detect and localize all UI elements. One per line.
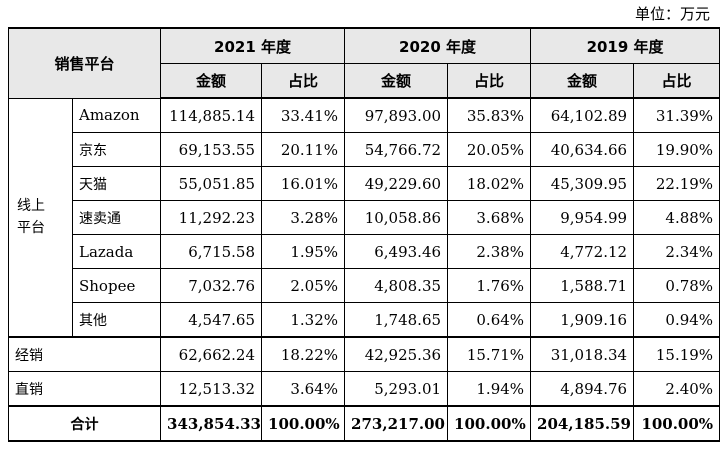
ratio-cell: 100.00% <box>633 405 721 442</box>
header-ratio: 占比 <box>261 63 346 99</box>
amount-cell: 40,634.66 <box>530 132 635 167</box>
amount-cell: 1,588.71 <box>530 268 635 303</box>
amount-cell: 6,715.58 <box>160 234 263 269</box>
amount-cell: 55,051.85 <box>160 166 263 201</box>
table-row: 其他 4,547.65 1.32% 1,748.65 0.64% 1,909.16 0.94… <box>9 302 721 338</box>
group-label-line2: 平台 <box>17 220 45 237</box>
amount-cell: 97,893.00 <box>344 97 449 133</box>
online-platform-group: 线上 平台 <box>8 97 73 338</box>
amount-cell: 62,662.24 <box>160 336 263 372</box>
amount-cell: 4,808.35 <box>344 268 449 303</box>
amount-cell: 1,748.65 <box>344 302 449 338</box>
channel-name: 直销 <box>7 371 162 407</box>
table-row: 经销 62,662.24 18.22% 42,925.36 15.71% 31,018.3… <box>7 336 721 372</box>
amount-cell: 273,217.00 <box>344 405 449 442</box>
ratio-cell: 22.19% <box>633 166 721 201</box>
table-row: 速卖通 11,292.23 3.28% 10,058.86 3.68% 9,954.99 4… <box>9 200 721 235</box>
channel-name: 经销 <box>7 336 162 372</box>
platform-name: Shopee <box>71 268 162 303</box>
header-ratio: 占比 <box>447 63 532 99</box>
amount-cell: 204,185.59 <box>530 405 635 442</box>
table-row: 直销 12,513.32 3.64% 5,293.01 1.94% 4,894.76 2.4… <box>7 371 721 407</box>
ratio-cell: 2.34% <box>633 234 721 269</box>
ratio-cell: 0.94% <box>633 302 721 338</box>
amount-cell: 69,153.55 <box>160 132 263 167</box>
unit-label: 单位：万元 <box>634 5 710 23</box>
ratio-cell: 16.01% <box>261 166 346 201</box>
header-year-2019: 2019 年度 <box>530 27 721 64</box>
ratio-cell: 15.71% <box>447 336 532 372</box>
amount-cell: 10,058.86 <box>344 200 449 235</box>
ratio-cell: 19.90% <box>633 132 721 167</box>
amount-cell: 64,102.89 <box>530 97 635 133</box>
ratio-cell: 1.95% <box>261 234 346 269</box>
header-year-2021: 2021 年度 <box>160 27 346 64</box>
header-ratio: 占比 <box>633 63 721 99</box>
ratio-cell: 2.40% <box>633 371 721 407</box>
ratio-cell: 35.83% <box>447 97 532 133</box>
header-amount: 金额 <box>344 63 449 99</box>
table-row: 京东 69,153.55 20.11% 54,766.72 20.05% 40,634.6… <box>9 132 721 167</box>
table-row: 天猫 55,051.85 16.01% 49,229.60 18.02% 45,309.9… <box>9 166 721 201</box>
ratio-cell: 0.64% <box>447 302 532 338</box>
header-amount: 金额 <box>160 63 263 99</box>
platform-name: Lazada <box>71 234 162 269</box>
ratio-cell: 2.38% <box>447 234 532 269</box>
platform-name: 天猫 <box>71 166 162 201</box>
ratio-cell: 20.11% <box>261 132 346 167</box>
amount-cell: 7,032.76 <box>160 268 263 303</box>
total-label: 合计 <box>7 405 162 442</box>
ratio-cell: 15.19% <box>633 336 721 372</box>
ratio-cell: 1.94% <box>447 371 532 407</box>
header-platform: 销售平台 <box>7 27 162 99</box>
group-label-line1: 线上 <box>17 198 45 215</box>
ratio-cell: 18.22% <box>261 336 346 372</box>
ratio-cell: 100.00% <box>261 405 346 442</box>
ratio-cell: 3.68% <box>447 200 532 235</box>
ratio-cell: 31.39% <box>633 97 721 133</box>
amount-cell: 5,293.01 <box>344 371 449 407</box>
amount-cell: 11,292.23 <box>160 200 263 235</box>
table-row: Lazada 6,715.58 1.95% 6,493.46 2.38% 4,772.12… <box>9 234 721 269</box>
platform-name: 速卖通 <box>71 200 162 235</box>
header-amount: 金额 <box>530 63 635 99</box>
platform-name: 京东 <box>71 132 162 167</box>
header-year-2020: 2020 年度 <box>344 27 532 64</box>
amount-cell: 4,894.76 <box>530 371 635 407</box>
amount-cell: 6,493.46 <box>344 234 449 269</box>
table-row: 线上 平台 Amazon 114,885.14 33.41% 97,893.00 35.83… <box>8 97 721 338</box>
amount-cell: 4,547.65 <box>160 302 263 338</box>
ratio-cell: 100.00% <box>447 405 532 442</box>
ratio-cell: 3.28% <box>261 200 346 235</box>
ratio-cell: 4.88% <box>633 200 721 235</box>
ratio-cell: 1.76% <box>447 268 532 303</box>
amount-cell: 1,909.16 <box>530 302 635 338</box>
amount-cell: 12,513.32 <box>160 371 263 407</box>
amount-cell: 42,925.36 <box>344 336 449 372</box>
ratio-cell: 2.05% <box>261 268 346 303</box>
ratio-cell: 33.41% <box>261 97 346 133</box>
ratio-cell: 18.02% <box>447 166 532 201</box>
total-row: 合计 343,854.33 100.00% 273,217.00 100.00% 204,… <box>7 405 721 442</box>
amount-cell: 114,885.14 <box>160 97 263 133</box>
sales-platform-table: 销售平台 2021 年度 2020 年度 2019 年度 金额 占比 金额 占比… <box>7 27 721 442</box>
ratio-cell: 20.05% <box>447 132 532 167</box>
amount-cell: 9,954.99 <box>530 200 635 235</box>
ratio-cell: 1.32% <box>261 302 346 338</box>
amount-cell: 49,229.60 <box>344 166 449 201</box>
table-row: Shopee 7,032.76 2.05% 4,808.35 1.76% 1,588.71… <box>9 268 721 303</box>
platform-name: Amazon <box>71 97 162 133</box>
amount-cell: 31,018.34 <box>530 336 635 372</box>
ratio-cell: 0.78% <box>633 268 721 303</box>
amount-cell: 343,854.33 <box>160 405 263 442</box>
ratio-cell: 3.64% <box>261 371 346 407</box>
amount-cell: 54,766.72 <box>344 132 449 167</box>
platform-name: 其他 <box>71 302 162 338</box>
amount-cell: 45,309.95 <box>530 166 635 201</box>
amount-cell: 4,772.12 <box>530 234 635 269</box>
